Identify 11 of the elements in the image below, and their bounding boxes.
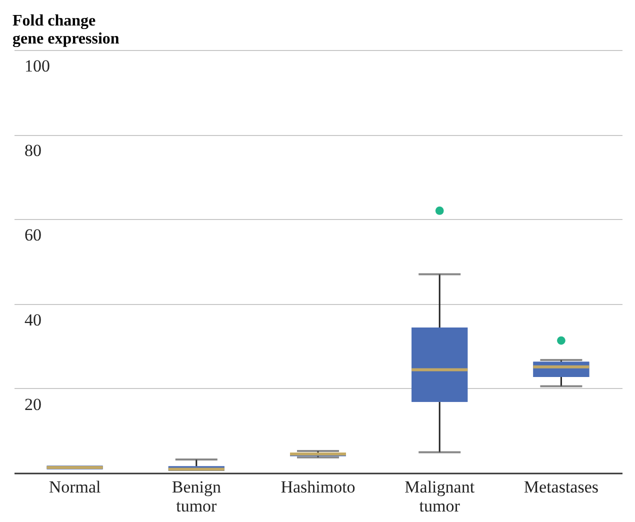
- y-tick-label: 20: [24, 394, 42, 414]
- y-axis-title: Fold change gene expression: [12, 12, 120, 48]
- x-tick-label: Metastases: [524, 478, 598, 496]
- x-tick-label: Benign tumor: [172, 478, 222, 516]
- y-tick-label: 80: [24, 141, 42, 160]
- y-tick-label: 100: [24, 56, 50, 76]
- x-tick-label: Malignant tumor: [404, 478, 475, 516]
- x-tick-label: Hashimoto: [280, 478, 356, 496]
- y-tick-label: 60: [24, 226, 42, 245]
- x-tick-label: Normal: [48, 478, 102, 496]
- y-tick-label: 40: [24, 310, 42, 330]
